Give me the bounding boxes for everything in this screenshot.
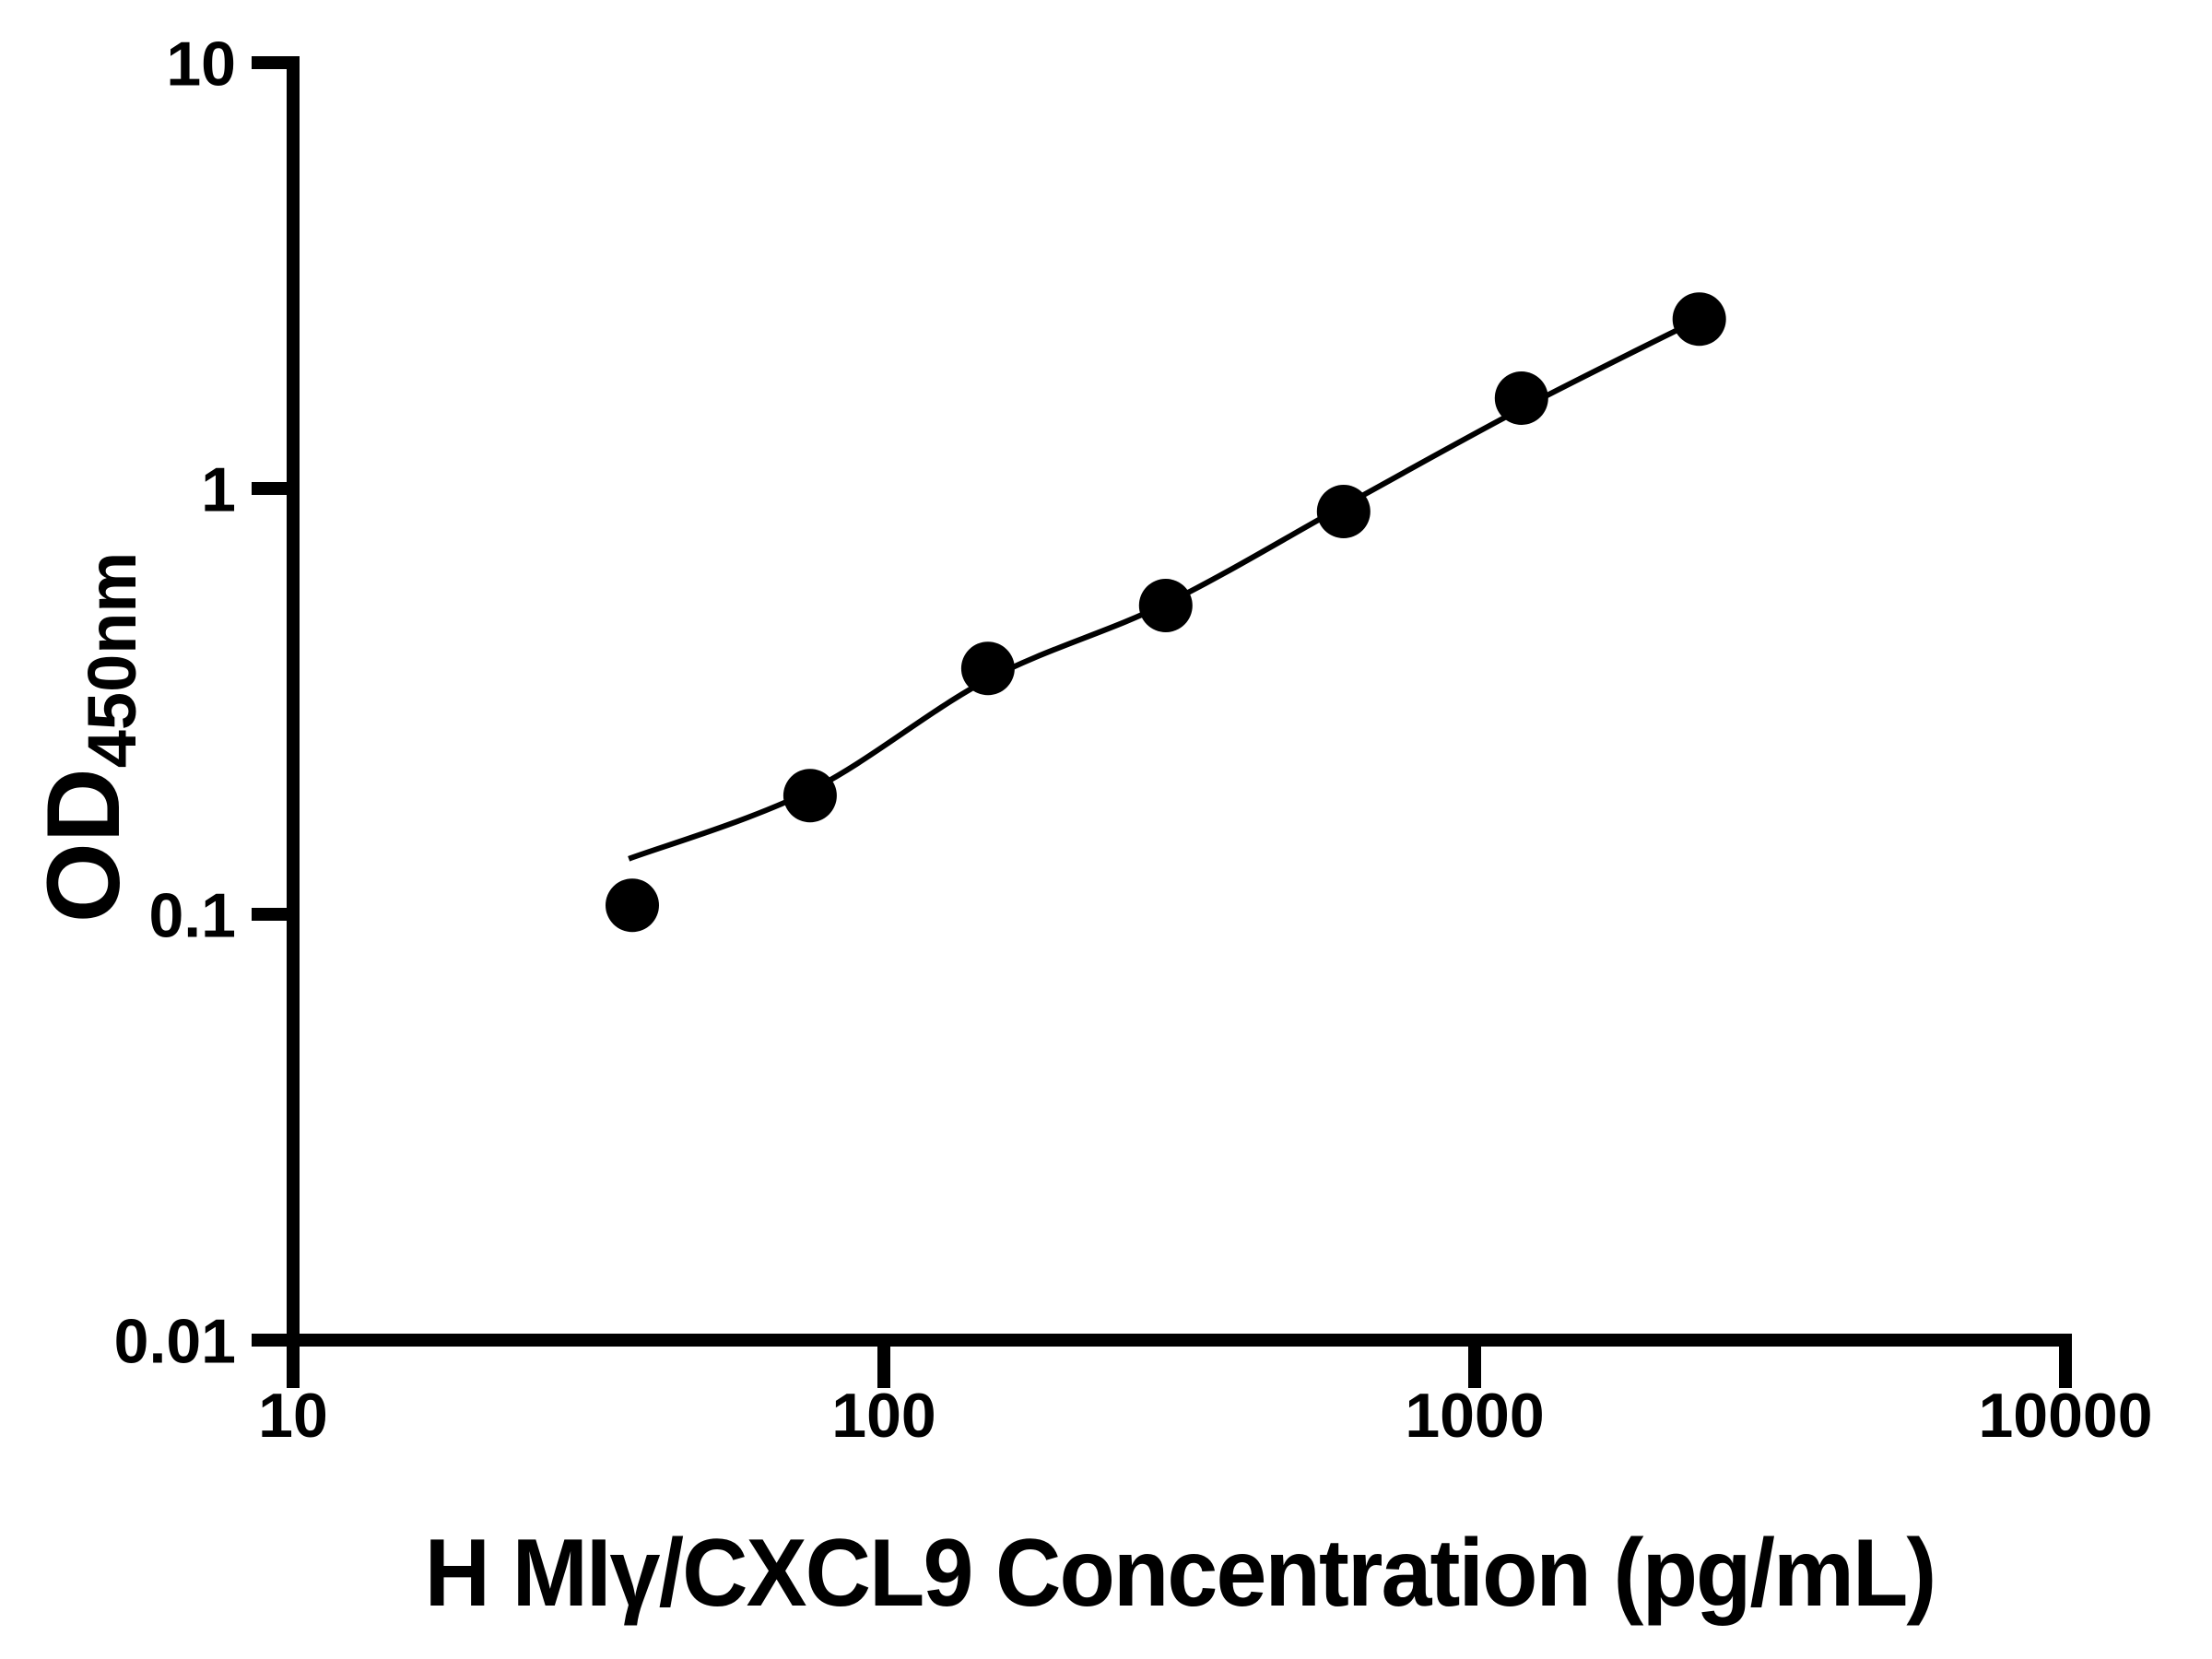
y-tick-label: 1 [201,454,236,524]
y-tick-label: 0.1 [148,880,236,950]
y-tick-label: 10 [166,29,236,99]
y-axis-title-subscript: 450nm [74,551,150,769]
data-point [960,641,1015,696]
x-tick-label: 10000 [1978,1381,2152,1451]
data-point [606,878,659,933]
fit-curve [628,316,1701,862]
x-tick-label: 1000 [1405,1381,1544,1451]
x-tick-label: 10 [258,1381,328,1451]
y-axis-title: OD450nm [24,552,151,923]
y-axis-title-main: OD [26,768,141,924]
y-tick-label: 0.01 [114,1306,236,1376]
data-point [782,769,837,823]
x-axis-title: H MIγ/CXCL9 Concentration (pg/mL) [424,1520,1937,1627]
x-tick-label: 100 [831,1381,935,1451]
data-point [1494,371,1548,425]
